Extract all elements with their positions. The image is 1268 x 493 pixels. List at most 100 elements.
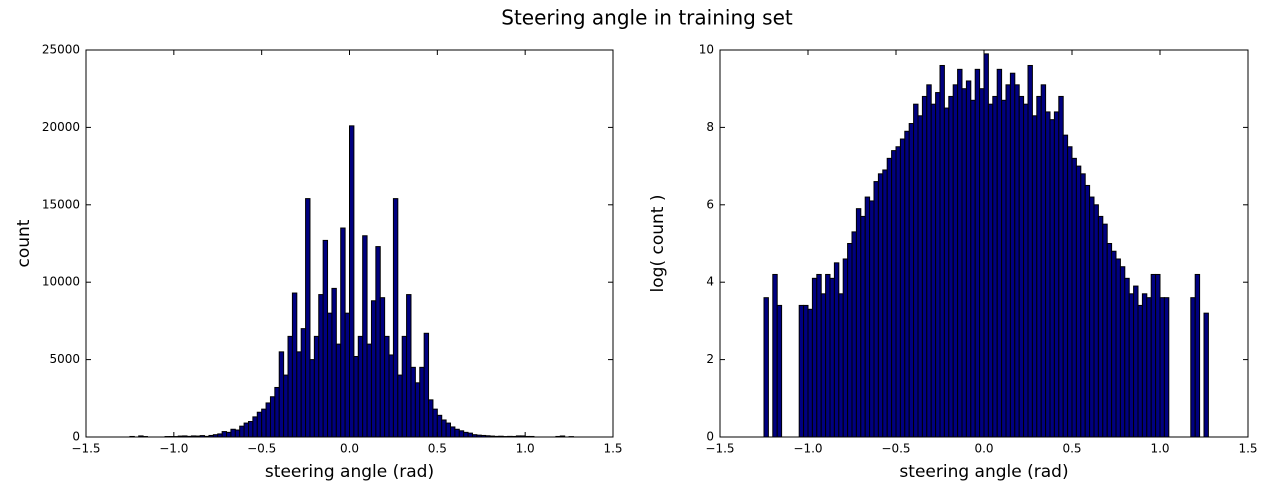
bar: [772, 273, 778, 438]
x-tick-label: 1.5: [1238, 442, 1257, 456]
bar: [816, 273, 822, 438]
bar: [401, 335, 408, 438]
bar: [388, 354, 394, 438]
bar: [335, 343, 342, 438]
bar: [1190, 297, 1196, 438]
bar: [935, 92, 941, 438]
bar: [313, 335, 320, 438]
bar: [1058, 95, 1064, 438]
bar: [274, 386, 280, 438]
bar: [419, 366, 425, 438]
x-tick-label: 0.5: [1062, 442, 1081, 456]
y-tick-label: 25000: [42, 43, 80, 57]
bar: [811, 277, 818, 438]
bar: [327, 312, 333, 438]
bar: [930, 103, 937, 438]
bar: [436, 414, 443, 438]
bar: [921, 95, 928, 438]
bar: [1128, 293, 1135, 438]
bar: [278, 351, 285, 438]
y-tick-label: 2: [706, 352, 714, 366]
y-tick-label: 10: [699, 43, 714, 57]
x-tick-label: −0.5: [881, 442, 910, 456]
bar: [961, 88, 967, 438]
bar: [908, 123, 915, 438]
bar: [1155, 273, 1161, 438]
bar: [829, 277, 835, 438]
bar: [1075, 165, 1082, 438]
bar: [882, 169, 888, 438]
y-tick-label: 8: [706, 120, 714, 134]
bar: [1040, 84, 1047, 438]
bar: [322, 239, 329, 438]
y-axis-label: count: [14, 219, 34, 267]
bar: [423, 332, 430, 438]
bar: [305, 198, 311, 438]
bar: [445, 422, 452, 438]
bar: [895, 146, 901, 438]
y-tick-label: 15000: [42, 197, 80, 211]
bar: [1097, 215, 1104, 438]
bar: [1009, 72, 1016, 438]
bar: [803, 304, 809, 438]
bar: [1133, 285, 1139, 438]
bar: [1111, 250, 1117, 438]
bar: [1036, 95, 1042, 438]
bar: [996, 68, 1003, 438]
bar: [992, 95, 998, 438]
bar: [1115, 258, 1121, 438]
bar: [1102, 223, 1108, 438]
bar: [1093, 204, 1099, 438]
bar: [1163, 297, 1170, 438]
bar: [965, 80, 972, 438]
x-tick-label: 1.0: [1150, 442, 1169, 456]
bar: [873, 181, 879, 438]
bar: [851, 231, 857, 438]
x-tick-label: −1.5: [71, 442, 100, 456]
bar: [833, 262, 840, 438]
bar: [384, 335, 390, 438]
y-tick-label: 0: [72, 430, 80, 444]
bar: [1159, 297, 1165, 438]
y-tick-label: 5000: [49, 352, 80, 366]
bar: [860, 215, 866, 438]
bar: [1119, 266, 1126, 438]
bar: [428, 399, 434, 438]
bar: [939, 64, 945, 438]
bar: [1031, 115, 1038, 438]
bar: [344, 312, 351, 438]
bar: [287, 335, 293, 438]
figure-title: Steering angle in training set: [501, 6, 793, 30]
bar: [392, 198, 399, 438]
bar: [842, 258, 849, 438]
bar: [467, 432, 473, 438]
bar: [1137, 304, 1143, 438]
bar: [256, 411, 263, 438]
bar: [370, 300, 377, 438]
x-tick-label: 0.0: [974, 442, 993, 456]
bar: [864, 196, 871, 438]
bar: [891, 150, 897, 438]
bar: [913, 103, 919, 438]
bar: [291, 292, 298, 438]
bar: [261, 408, 267, 438]
bar: [855, 208, 862, 438]
bar: [265, 402, 271, 438]
bar: [957, 68, 963, 438]
bar: [1001, 99, 1007, 438]
bar: [952, 84, 959, 438]
bar: [331, 287, 337, 438]
bar: [269, 396, 276, 438]
y-tick-label: 20000: [42, 120, 80, 134]
bar: [283, 374, 289, 438]
bar: [1049, 119, 1055, 438]
bar: [252, 416, 258, 438]
x-tick-label: 0.0: [340, 442, 359, 456]
bar: [1045, 111, 1051, 438]
bar: [974, 68, 981, 438]
bar: [221, 431, 228, 438]
bar: [798, 304, 805, 438]
bar: [366, 343, 372, 438]
bar: [1071, 157, 1077, 438]
